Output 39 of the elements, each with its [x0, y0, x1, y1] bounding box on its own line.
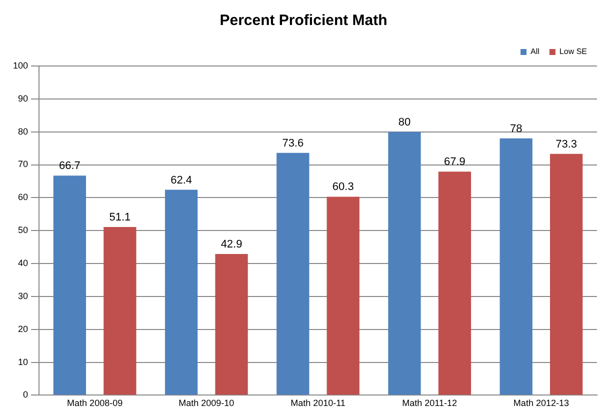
- y-tick-label: 100: [12, 60, 28, 70]
- data-label: 51.1: [109, 212, 131, 224]
- x-tick-label: Math 2012-13: [513, 398, 569, 408]
- data-label: 80: [398, 116, 411, 128]
- bar: [326, 196, 360, 395]
- x-tick-label: Math 2008-09: [67, 398, 123, 408]
- legend-label: Low SE: [559, 47, 588, 56]
- y-tick-label: 10: [18, 356, 28, 367]
- bar: [388, 132, 421, 395]
- y-tick-label: 0: [23, 390, 28, 400]
- data-label: 62.4: [170, 174, 192, 186]
- y-tick-label: 90: [18, 93, 28, 104]
- bar: [550, 154, 583, 395]
- data-label: 66.7: [58, 160, 80, 172]
- x-tick-label: Math 2010-11: [290, 398, 346, 408]
- bar: [500, 138, 532, 395]
- bar: [164, 190, 198, 395]
- y-tick-label: 40: [18, 258, 28, 268]
- y-tick-label: 20: [18, 324, 28, 334]
- y-tick-label: 30: [18, 290, 28, 301]
- bar: [104, 226, 136, 395]
- data-label: 60.3: [332, 181, 354, 194]
- bar: [215, 254, 248, 395]
- y-tick-label: 50: [18, 225, 28, 236]
- y-tick-label: 80: [18, 126, 28, 136]
- legend-label: All: [530, 47, 540, 56]
- x-tick-label: Math 2009-10: [178, 398, 234, 408]
- x-tick-label: Math 2011-12: [402, 398, 458, 408]
- y-tick-label: 70: [18, 159, 28, 170]
- data-label: 42.9: [220, 238, 242, 251]
- bar: [53, 176, 86, 395]
- data-label: 78: [510, 122, 522, 135]
- data-label: 73.6: [282, 137, 304, 150]
- y-tick-label: 60: [18, 192, 28, 202]
- data-label: 67.9: [444, 156, 466, 168]
- chart-title: Percent Proficient Math: [220, 12, 388, 30]
- bar: [438, 172, 472, 395]
- data-label: 73.3: [556, 138, 578, 150]
- bar: [276, 152, 310, 395]
